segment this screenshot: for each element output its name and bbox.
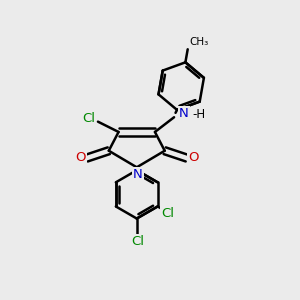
Text: -H: -H xyxy=(193,108,206,121)
Text: CH₃: CH₃ xyxy=(189,37,208,47)
Text: N: N xyxy=(179,107,189,120)
Text: N: N xyxy=(133,168,142,181)
Text: O: O xyxy=(188,151,199,164)
Text: O: O xyxy=(75,151,86,164)
Text: Cl: Cl xyxy=(161,207,174,220)
Text: Cl: Cl xyxy=(131,235,144,248)
Text: Cl: Cl xyxy=(82,112,95,124)
